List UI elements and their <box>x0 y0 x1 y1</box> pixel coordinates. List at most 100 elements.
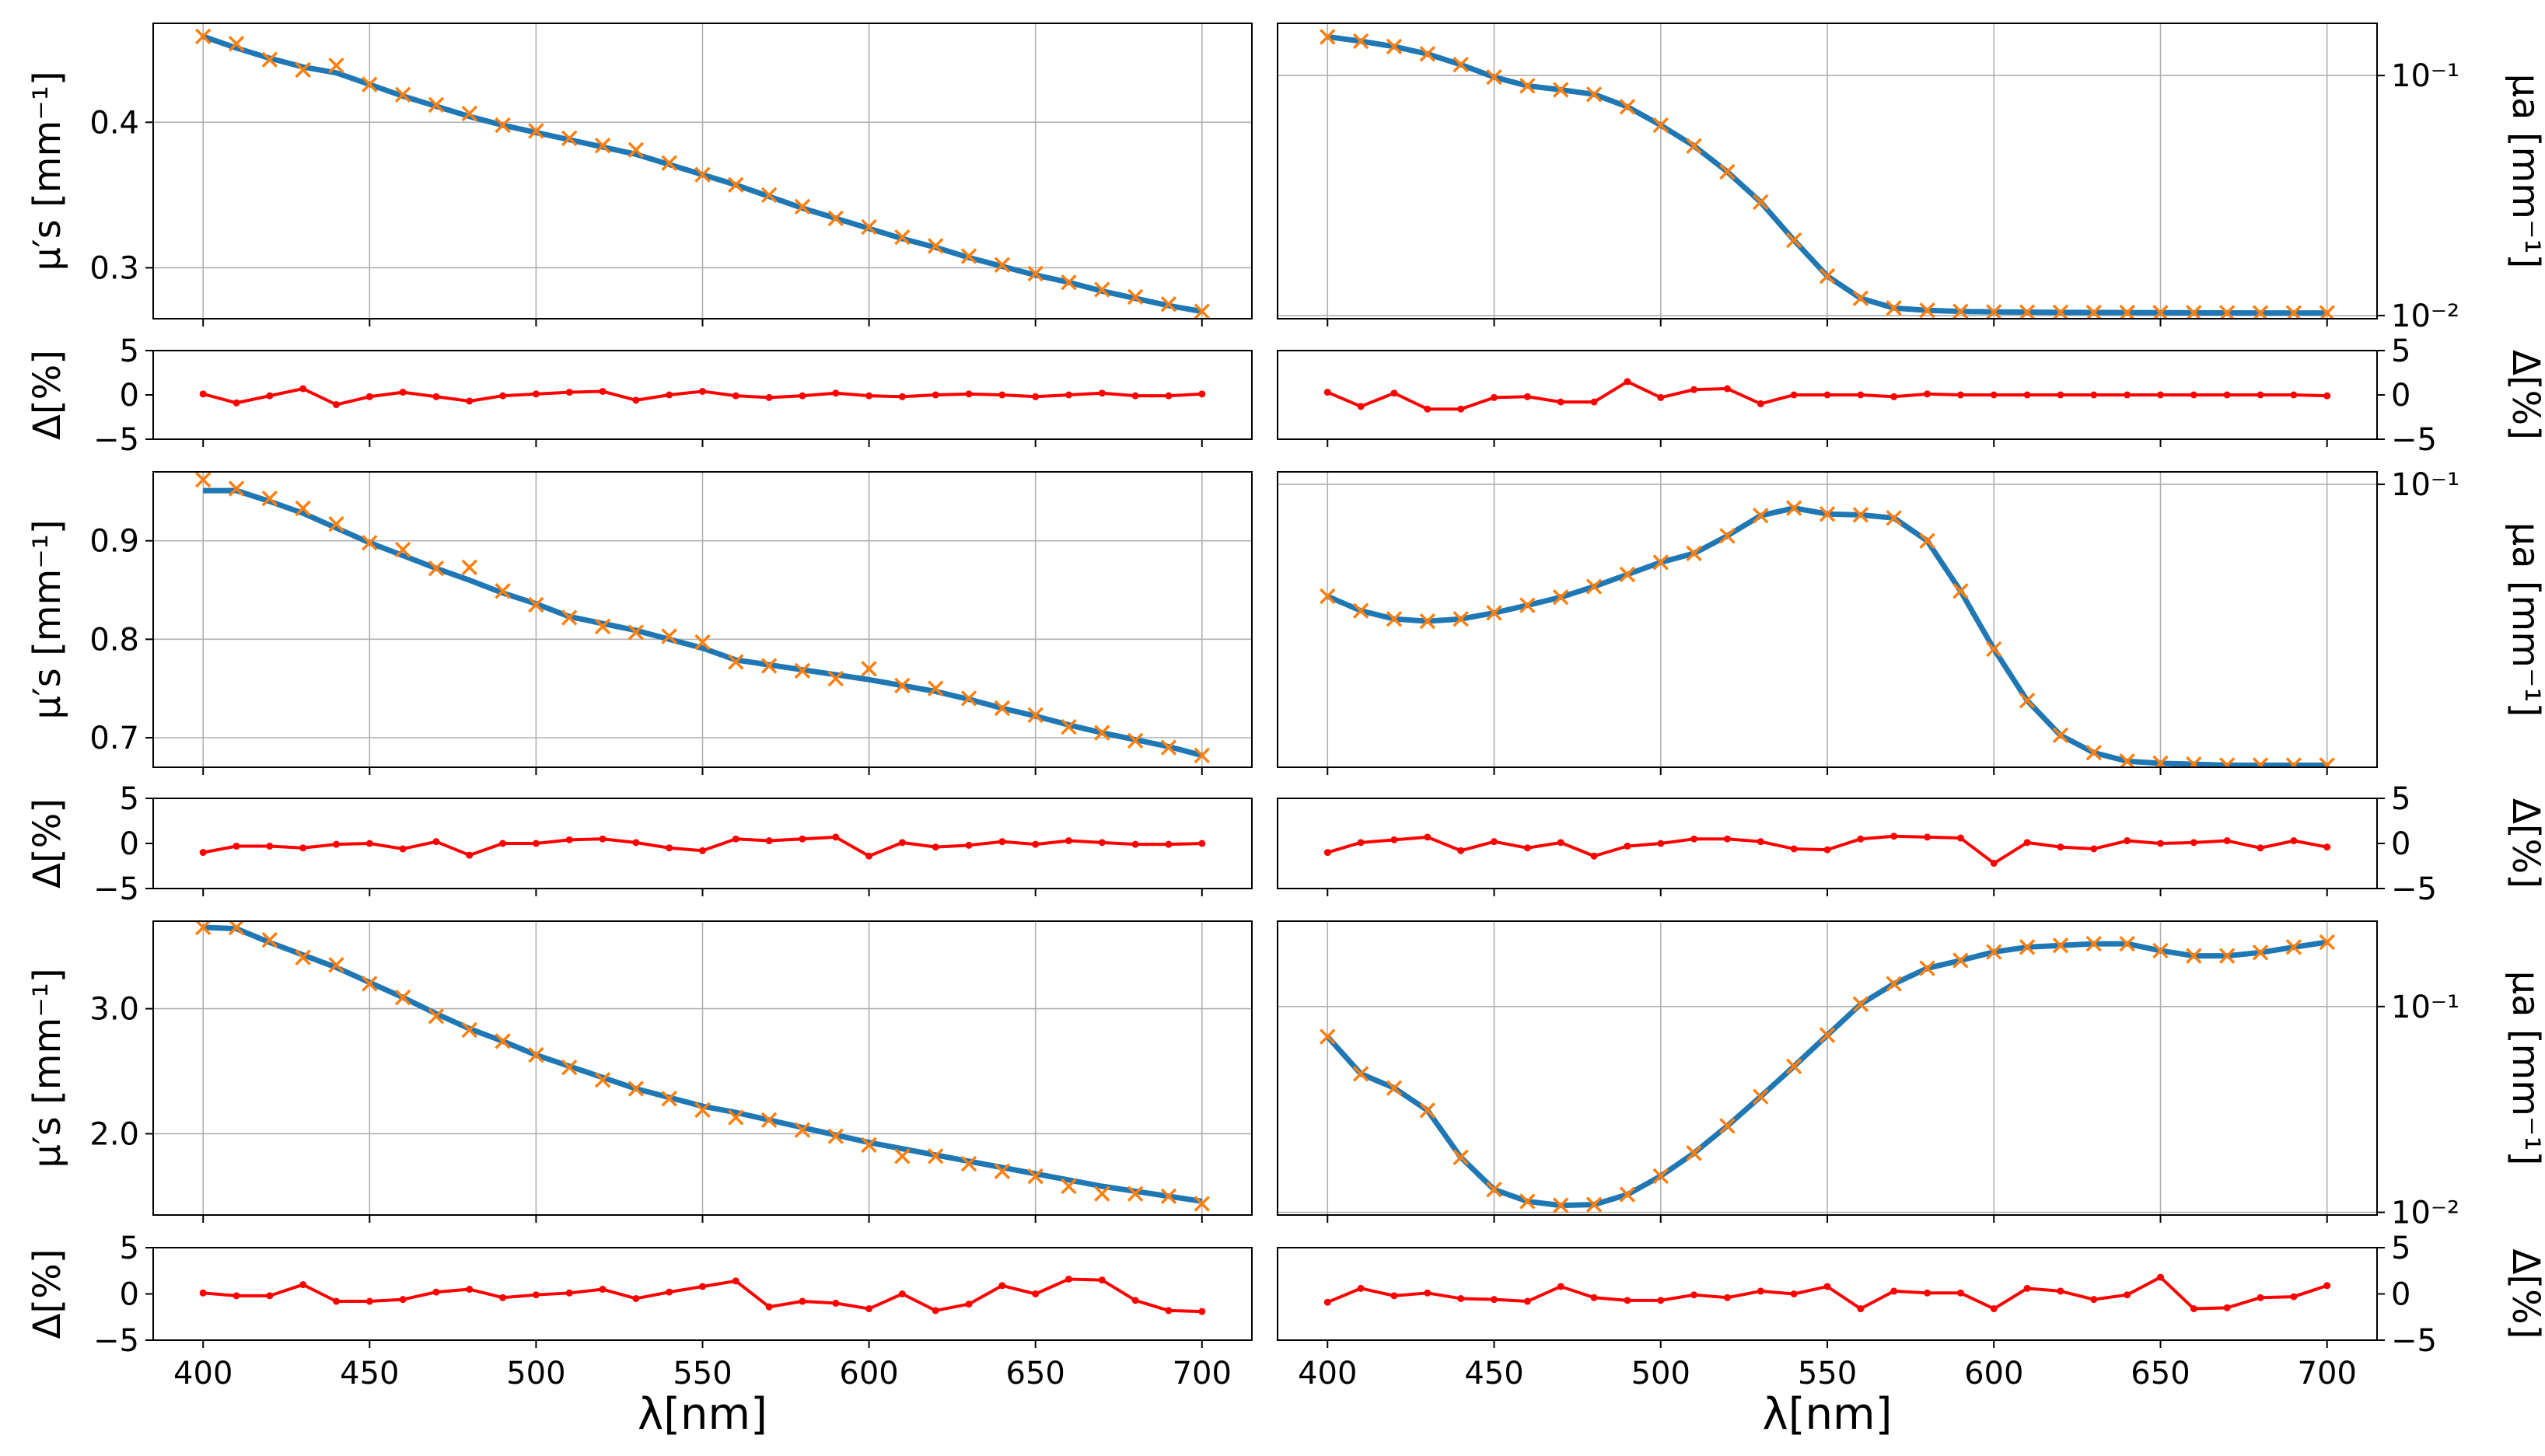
data-point <box>232 1292 240 1300</box>
data-point <box>1457 1294 1465 1302</box>
data-point <box>2156 840 2164 847</box>
y-tick-label: 10⁻¹ <box>2391 990 2459 1025</box>
data-point-marker <box>1386 1080 1403 1096</box>
data-point-marker <box>827 210 844 227</box>
data-point-marker <box>328 58 344 74</box>
data-point-marker <box>2285 939 2302 955</box>
data-point <box>599 835 607 843</box>
row1-right-residual-panel: −5 0 5 Δ[%] <box>1277 333 2545 458</box>
data-point <box>266 1292 274 1300</box>
y-tick-label: −5 <box>2391 1323 2437 1359</box>
data-point-marker <box>2019 692 2036 709</box>
data-point <box>1198 1308 1206 1315</box>
data-point <box>333 840 340 848</box>
data-point <box>1757 1287 1764 1295</box>
data-point <box>865 1305 873 1313</box>
data-point-marker <box>1719 528 1736 544</box>
data-point <box>1032 840 1040 848</box>
data-point-marker <box>1027 1168 1044 1185</box>
x-tick-label: 700 <box>2298 1356 2357 1391</box>
data-point-marker <box>1852 996 1869 1013</box>
data-point-marker <box>1094 725 1110 741</box>
data-point-marker <box>894 677 911 694</box>
data-point-marker <box>1652 117 1669 134</box>
data-point <box>2290 391 2298 399</box>
x-tick-label: 400 <box>1298 1356 1357 1391</box>
data-point <box>2124 837 2131 845</box>
data-point-marker <box>1552 1197 1569 1213</box>
data-point-marker <box>394 541 411 558</box>
data-point <box>1890 833 1898 840</box>
data-point <box>299 844 307 852</box>
data-point <box>232 399 240 407</box>
data-point-marker <box>261 490 278 507</box>
data-point <box>832 833 840 841</box>
data-point <box>1990 1305 1998 1313</box>
y-tick-label: 0 <box>120 378 139 414</box>
data-point <box>2156 391 2164 399</box>
data-point-marker <box>2319 757 2335 767</box>
data-point-marker <box>2085 935 2103 952</box>
data-point-marker <box>1519 78 1536 94</box>
data-point-marker <box>1419 1102 1436 1119</box>
data-point-marker <box>994 1163 1011 1179</box>
y-tick-label: 5 <box>120 333 139 369</box>
data-point-marker <box>594 618 611 635</box>
data-point-marker <box>2052 937 2069 954</box>
data-point-marker <box>228 35 245 52</box>
data-point-marker <box>861 218 877 236</box>
row3-right-main-panel: 10⁻² 10⁻¹ μa [mm⁻¹] <box>1277 920 2545 1231</box>
y-axis-label: μa [mm⁻¹] <box>2504 971 2545 1166</box>
data-point <box>932 1307 939 1315</box>
data-point <box>998 838 1006 846</box>
data-point <box>1624 842 1631 850</box>
y-axis-label: μa [mm⁻¹] <box>2504 74 2545 269</box>
data-point <box>1065 837 1072 845</box>
data-point <box>1890 1287 1898 1295</box>
data-point-marker <box>1785 500 1802 516</box>
data-point <box>799 1297 806 1305</box>
data-point-marker <box>2252 944 2269 961</box>
row2-right-residual-plot-area <box>1323 833 2331 868</box>
data-point-marker <box>1919 532 1935 550</box>
data-point-marker <box>1027 707 1044 724</box>
data-point-marker <box>661 628 677 644</box>
data-point <box>1657 840 1665 847</box>
data-point <box>565 389 573 396</box>
data-point <box>666 1288 673 1296</box>
data-point <box>232 842 240 850</box>
row3-right-residual-panel: 400 450 500 550 600 650 700 −5 0 5 Δ[%] <box>1277 1231 2545 1391</box>
data-point-marker <box>1194 303 1211 319</box>
data-point <box>932 843 939 851</box>
data-point <box>1523 393 1531 400</box>
data-point <box>932 391 939 399</box>
data-point <box>466 851 474 859</box>
x-tick-label: 650 <box>2131 1356 2190 1391</box>
data-point-marker <box>1886 510 1902 526</box>
data-point <box>865 392 873 400</box>
data-point <box>2190 839 2197 847</box>
data-point-marker <box>827 670 844 687</box>
data-point-marker <box>794 662 811 679</box>
data-point-marker <box>728 1109 744 1126</box>
data-point <box>599 1286 607 1294</box>
data-point-marker <box>2218 948 2236 964</box>
data-point-marker <box>261 931 278 948</box>
data-point-marker <box>1519 1193 1536 1210</box>
data-point <box>732 392 739 400</box>
data-point-marker <box>2218 757 2236 767</box>
data-point-marker <box>2085 304 2103 319</box>
data-point <box>965 1301 973 1308</box>
x-tick-label: 550 <box>1798 1356 1857 1391</box>
data-point <box>199 849 207 857</box>
data-point <box>1491 1296 1498 1304</box>
data-point-marker <box>1486 1181 1502 1198</box>
data-point <box>1491 838 1498 846</box>
row1-right-main-panel: 10⁻² 10⁻¹ μa [mm⁻¹] <box>1277 23 2545 334</box>
data-point-marker <box>2119 304 2135 319</box>
data-point <box>1590 852 1598 860</box>
data-point-marker <box>628 141 645 159</box>
data-point-marker <box>694 1102 711 1119</box>
y-tick-label: 0 <box>120 1277 139 1313</box>
y-tick-label: −5 <box>93 871 139 907</box>
